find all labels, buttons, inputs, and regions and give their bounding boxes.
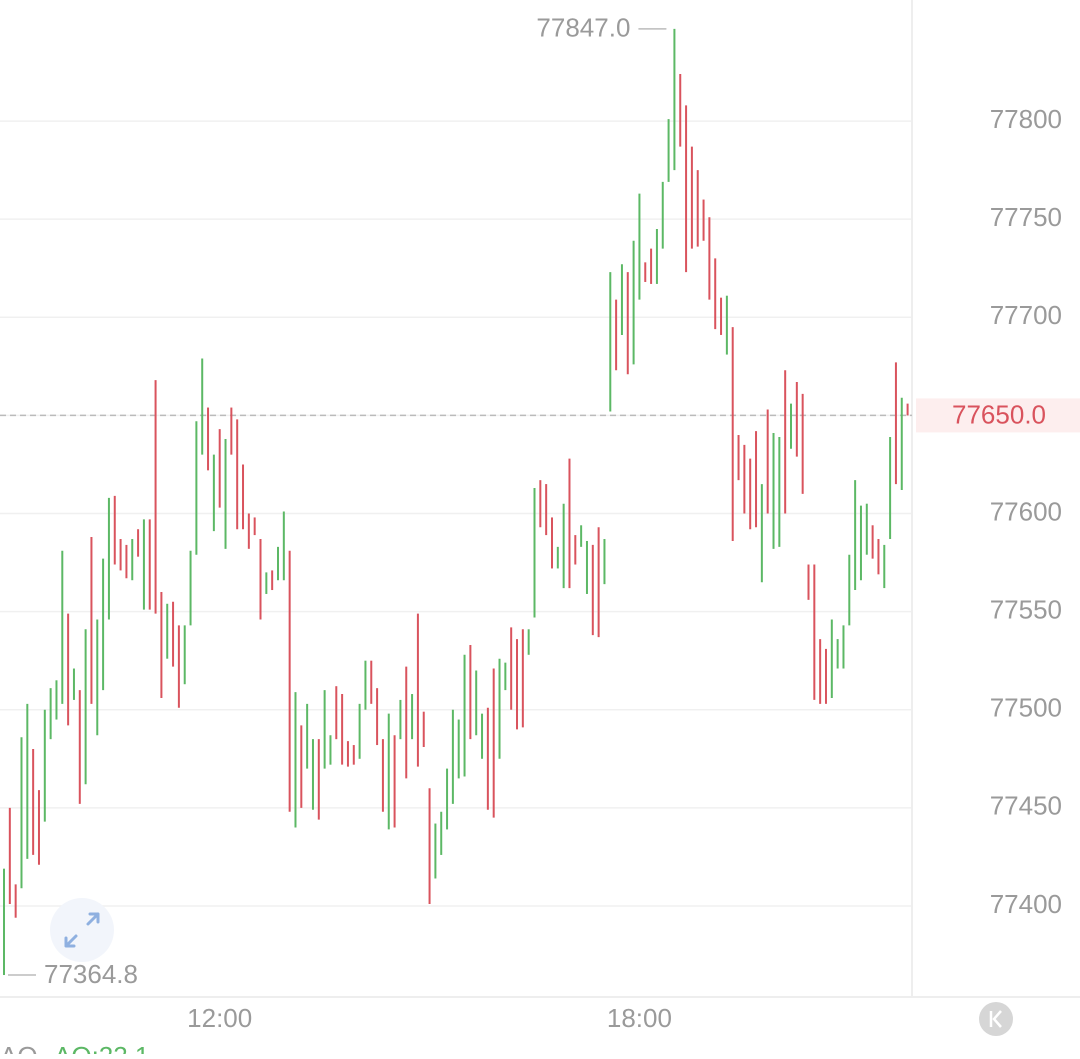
expand-icon bbox=[64, 912, 100, 948]
x-tick-label: 12:00 bbox=[187, 1003, 252, 1033]
collapse-bg bbox=[979, 1002, 1013, 1036]
expand-bg bbox=[50, 898, 114, 962]
y-tick-label: 77550 bbox=[990, 594, 1062, 624]
max-label: 77847.0 bbox=[536, 13, 630, 43]
y-tick-label: 77600 bbox=[990, 496, 1062, 526]
y-tick-label: 77450 bbox=[990, 791, 1062, 821]
y-tick-label: 77800 bbox=[990, 104, 1062, 134]
indicator-name: AO bbox=[0, 1041, 38, 1054]
x-tick-label: 18:00 bbox=[607, 1003, 672, 1033]
y-tick-label: 77500 bbox=[990, 693, 1062, 723]
collapse-button[interactable] bbox=[979, 1002, 1013, 1036]
expand-button[interactable] bbox=[50, 898, 114, 962]
collapse-icon bbox=[989, 1010, 1002, 1028]
indicator-value: AO:22.1 bbox=[54, 1041, 149, 1054]
y-tick-label: 77400 bbox=[990, 889, 1062, 919]
price-label: 77650.0 bbox=[952, 399, 1046, 429]
min-label: 77364.8 bbox=[44, 959, 138, 989]
price-label-bg bbox=[916, 398, 1080, 433]
y-tick-label: 77750 bbox=[990, 202, 1062, 232]
y-tick-label: 77700 bbox=[990, 300, 1062, 330]
